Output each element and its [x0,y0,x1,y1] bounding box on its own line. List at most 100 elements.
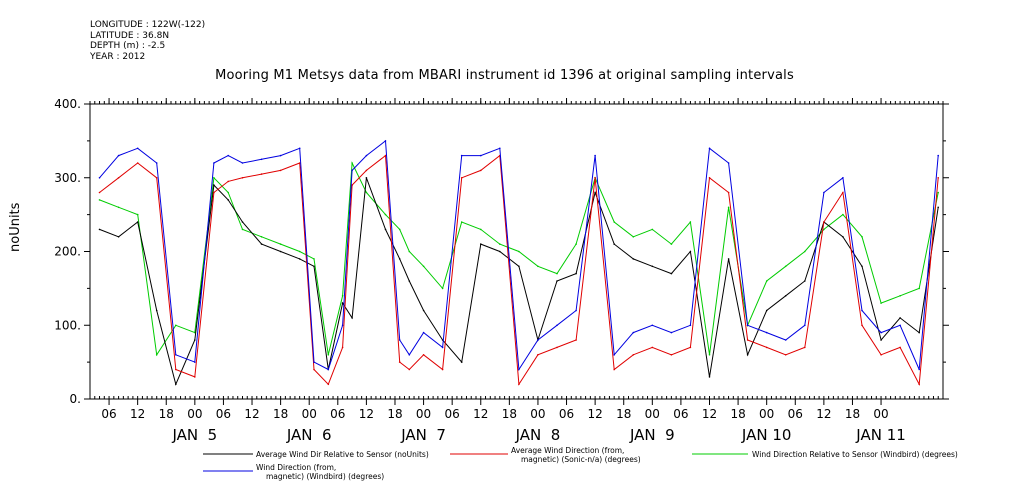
data-point [880,339,882,341]
data-point [765,346,768,349]
data-point [365,191,368,194]
data-point [537,265,539,268]
data-point [880,302,882,304]
data-point [861,236,863,238]
data-point [136,162,139,164]
data-point [175,324,177,327]
series-line-2 [99,154,939,387]
data-point [518,265,520,268]
data-point [422,354,425,356]
data-point [327,354,330,356]
day-label: JAN 10 [741,426,792,444]
data-point [408,368,411,371]
series-line-3 [99,161,939,357]
series-line-4 [99,139,939,372]
data-point [460,361,463,363]
day-label: JAN 6 [286,426,332,444]
data-point [842,191,844,194]
data-point [175,354,177,356]
data-point [670,272,673,275]
data-point [594,191,596,194]
data-point [556,280,558,282]
axes: 0. 100. 200. 300. 400. 06 12 18 00 06 12 18 00 06 12 18… [54,97,949,444]
data-point [880,354,882,356]
x-tick-label: 18 [273,407,288,421]
x-tick-label: 12 [244,407,259,421]
data-point [260,243,263,245]
data-point [784,265,787,268]
data-point [499,243,501,245]
data-point [227,180,229,183]
data-point [155,162,158,164]
data-point [279,169,282,172]
data-point [408,250,411,253]
data-point [260,158,263,161]
data-point [899,317,901,319]
data-point [155,177,158,179]
data-point [765,309,768,312]
data-point [556,346,558,349]
data-point [651,228,654,231]
x-tick-label: 06 [216,407,231,421]
chart-title: Mooring M1 Metsys data from MBARI instru… [215,68,794,83]
latitude-label: LATITUDE : 36.8N [90,30,170,41]
data-point [384,213,387,216]
data-point [670,331,673,334]
data-point [98,191,101,194]
data-point [213,162,215,164]
data-point [689,324,692,327]
data-point [117,236,120,238]
data-point [341,324,344,327]
data-point [227,191,229,194]
y-tick-label: 200. [54,245,81,259]
data-point [441,368,444,371]
data-point [880,331,882,334]
data-point [899,324,901,327]
x-tick-label: 00 [645,407,660,421]
data-point [518,250,520,253]
data-point [298,258,301,260]
data-point [632,236,635,238]
data-point [384,228,387,231]
data-point [480,243,482,245]
data-point [708,177,711,179]
data-point [298,162,301,164]
data-point [279,243,282,245]
data-point [398,258,401,260]
data-point [441,287,444,290]
data-point [575,272,577,275]
data-point [918,331,920,334]
data-point [632,354,635,356]
x-tick-label: 12 [587,407,602,421]
data-point [594,177,596,179]
data-point [365,177,368,179]
data-point [365,154,368,157]
x-tick-label: 00 [530,407,545,421]
data-point [727,162,730,164]
data-point [518,368,520,371]
x-tick-label: 18 [387,407,402,421]
data-point [575,339,577,341]
data-point [341,302,344,304]
data-point [241,177,244,179]
data-point [727,258,730,260]
legend: Average Wind Dir Relative to Sensor (noU… [203,446,958,481]
data-point [98,177,101,179]
data-point [804,280,806,282]
x-tick-label: 18 [159,407,174,421]
data-point [441,346,444,349]
legend-label-line: magnetic) (Sonic-n/a) (degrees) [521,455,641,464]
data-point [351,162,353,164]
data-point [708,376,711,378]
data-point [241,228,244,231]
data-point [365,169,368,172]
data-point [422,309,425,312]
legend-label-line: Average Wind Direction (from, [511,446,624,455]
data-point [861,265,863,268]
data-point [708,354,711,356]
data-point [937,206,939,209]
legend-label-1: Average Wind Dir Relative to Sensor (noU… [256,450,429,459]
data-point [823,191,825,194]
legend-label-2: Average Wind Direction (from, magnetic) (… [511,446,641,464]
